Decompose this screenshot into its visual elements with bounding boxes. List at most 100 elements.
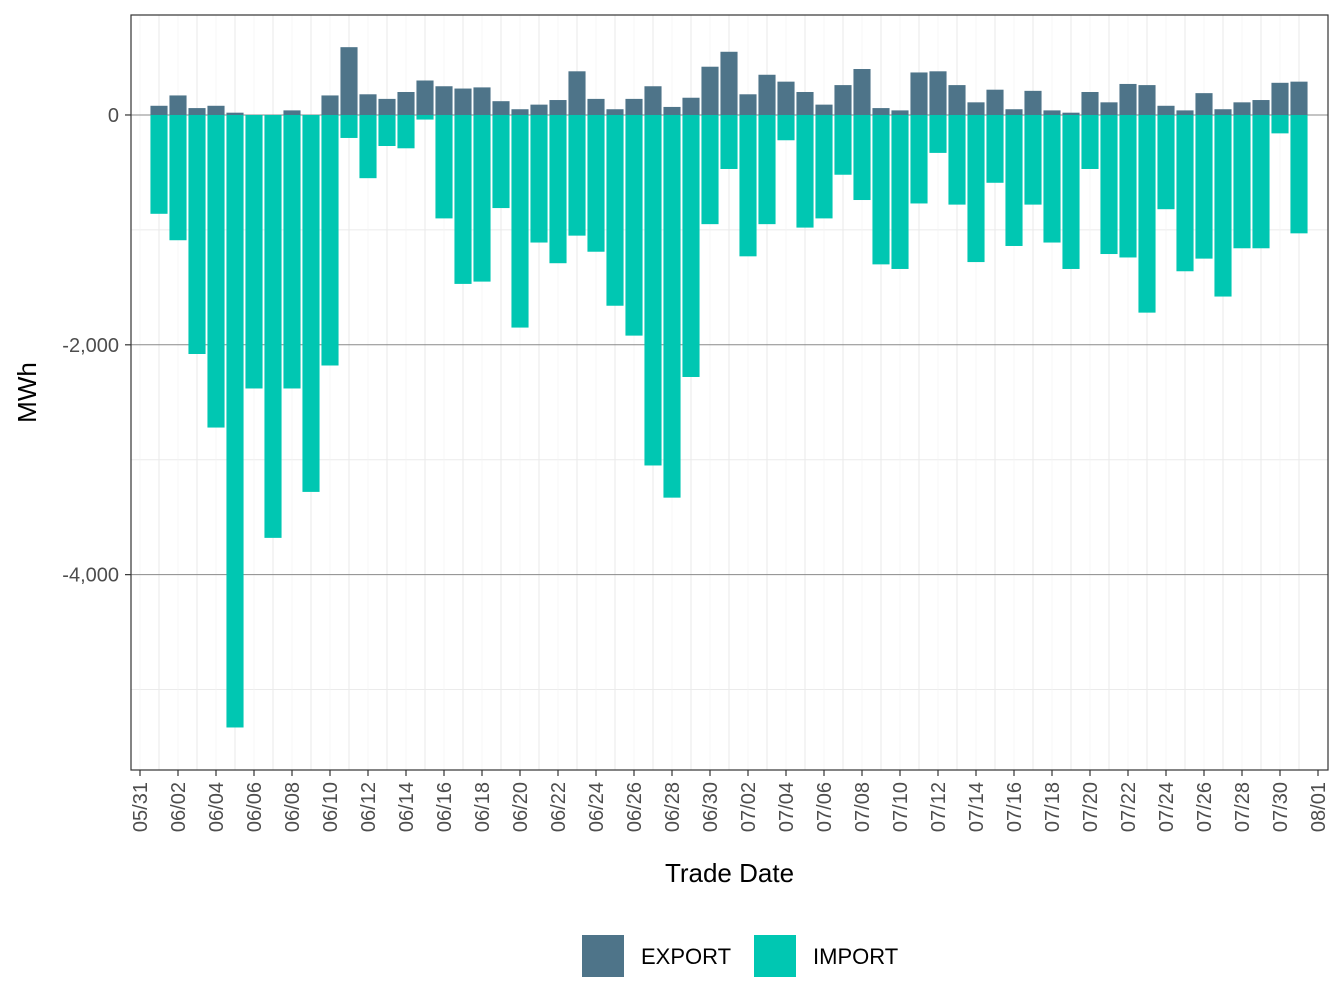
bar-export [1252, 100, 1270, 115]
bar-import [891, 114, 909, 269]
bar-export [587, 98, 605, 115]
bar-import [1138, 114, 1156, 313]
x-tick-label: 07/08 [852, 782, 874, 832]
x-tick-label: 06/08 [282, 782, 304, 832]
bar-export [910, 72, 928, 115]
x-tick-label: 06/10 [320, 782, 342, 832]
bar-export [321, 95, 339, 115]
y-tick-label: 0 [108, 105, 119, 127]
bar-import [1119, 114, 1137, 258]
bar-export [1138, 85, 1156, 115]
bar-export [530, 104, 548, 115]
bar-export [207, 105, 225, 115]
bar-export [1176, 110, 1194, 115]
bar-export [397, 91, 415, 115]
bar-import [834, 114, 852, 175]
bar-import [1081, 114, 1099, 169]
x-tick-label: 07/02 [738, 782, 760, 832]
x-tick-label: 06/24 [586, 782, 608, 832]
bar-import [967, 114, 985, 263]
bar-export [1081, 91, 1099, 115]
x-tick-label: 07/22 [1118, 782, 1140, 832]
bar-import [568, 114, 586, 236]
bar-import [150, 114, 168, 214]
bar-export [663, 106, 681, 115]
x-tick-label: 07/18 [1042, 782, 1064, 832]
bar-import [625, 114, 643, 336]
x-axis: 05/31 06/02 06/04 06/06 06/08 06/10 06/12 06/14… [130, 770, 1330, 832]
bar-import [853, 114, 871, 201]
bar-import [606, 114, 624, 306]
bar-export [1043, 110, 1061, 115]
bar-export [1271, 82, 1289, 115]
x-tick-label: 06/26 [624, 782, 646, 832]
bar-export [948, 85, 966, 115]
bars [150, 47, 1308, 728]
bar-export [169, 95, 187, 115]
bar-import [1005, 114, 1023, 246]
bar-export [834, 85, 852, 115]
bar-import [302, 114, 320, 492]
bar-export [511, 109, 529, 115]
bar-import [492, 114, 510, 209]
bar-import [1290, 114, 1308, 234]
x-tick-label: 06/04 [206, 782, 228, 832]
bar-export [796, 91, 814, 115]
x-tick-label: 06/06 [244, 782, 266, 832]
x-tick-label: 06/22 [548, 782, 570, 832]
bar-export [986, 89, 1004, 115]
x-tick-label: 07/14 [966, 782, 988, 832]
x-tick-label: 06/16 [434, 782, 456, 832]
x-tick-label: 07/04 [776, 782, 798, 832]
bar-import [473, 114, 491, 282]
bar-export [1024, 90, 1042, 115]
legend-swatch-import [754, 935, 796, 977]
bar-import [207, 114, 225, 428]
bar-export [720, 51, 738, 115]
bar-import [796, 114, 814, 228]
bar-export [929, 71, 947, 115]
bar-export [701, 66, 719, 115]
bar-export [967, 102, 985, 115]
plot-border [130, 14, 1329, 771]
x-tick-label: 06/18 [472, 782, 494, 832]
bar-export [150, 105, 168, 115]
bar-import [587, 114, 605, 252]
bar-import [321, 114, 339, 366]
bar-import [397, 114, 415, 149]
x-tick-label: 07/24 [1156, 782, 1178, 832]
bar-import [1233, 114, 1251, 249]
bar-export [454, 88, 472, 115]
bar-export [606, 109, 624, 115]
x-tick-label: 06/20 [510, 782, 532, 832]
x-tick-label: 07/26 [1194, 782, 1216, 832]
y-tick-label: -4,000 [62, 565, 119, 587]
bar-import [1252, 114, 1270, 249]
legend-label-export: EXPORT [641, 944, 731, 969]
bar-export [644, 86, 662, 115]
x-tick-label: 06/30 [700, 782, 722, 832]
bar-export [758, 74, 776, 115]
bar-import [416, 114, 434, 120]
bar-import [663, 114, 681, 498]
bar-export [1290, 81, 1308, 115]
x-axis-title: Trade Date [665, 858, 794, 888]
x-tick-label: 07/12 [928, 782, 950, 832]
bar-export [872, 108, 890, 115]
bar-import [701, 114, 719, 225]
bar-export [1233, 102, 1251, 115]
bar-import [1195, 114, 1213, 259]
bar-import [530, 114, 548, 243]
bar-import [359, 114, 377, 179]
bar-import [1043, 114, 1061, 243]
bar-import [910, 114, 928, 204]
x-tick-label: 06/12 [358, 782, 380, 832]
bar-export [340, 47, 358, 115]
bar-import [872, 114, 890, 265]
bar-import [929, 114, 947, 153]
x-tick-label: 06/14 [396, 782, 418, 832]
x-tick-label: 06/28 [662, 782, 684, 832]
bar-export [1100, 102, 1118, 115]
bar-import [1176, 114, 1194, 272]
